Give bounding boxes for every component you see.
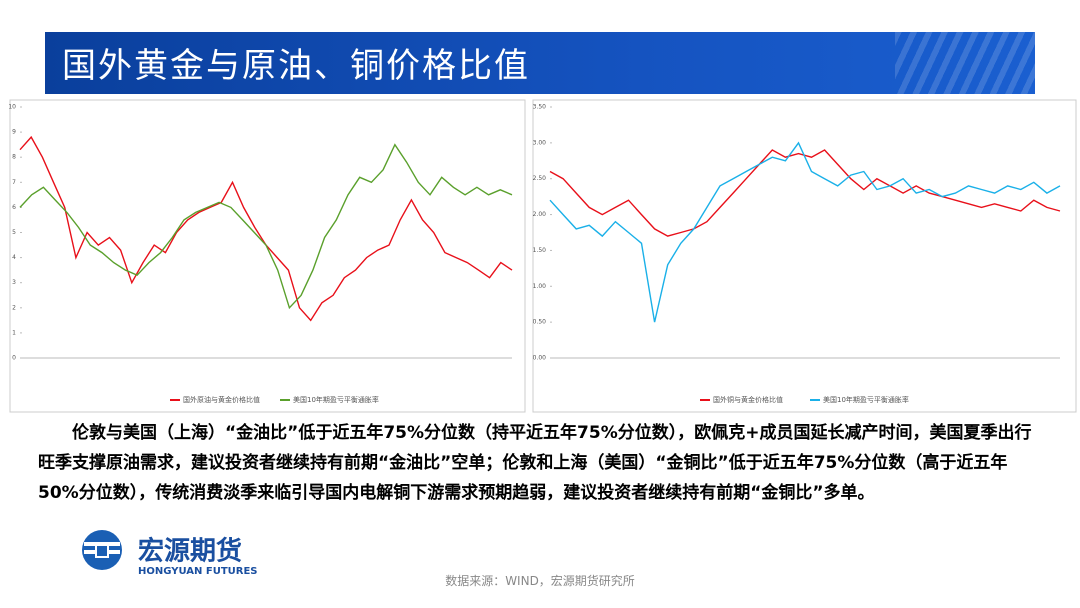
y-tick-label: 7 [12, 179, 16, 186]
y-tick-label: 8 [12, 154, 16, 161]
y-tick-label: 4 [12, 254, 16, 261]
charts: 0 1 2 3 4 5 6 7 8 9 10 国外原油与黄金价格比值 美国10年期盈亏平衡通胀率 0.00… [8, 99, 1077, 413]
logo-name: 宏源期货 [138, 536, 242, 567]
y-tick-label: 10 [8, 104, 16, 111]
y-tick-label: 3 [12, 279, 16, 286]
legend-label: 国外原油与黄金价格比值 [183, 395, 260, 404]
y-tick-label: 1.00 [533, 283, 547, 290]
logo: 宏源期货 HONGYUAN FUTURES [82, 530, 258, 577]
y-tick-label: 3.00 [533, 139, 547, 146]
source: 数据来源：WIND，宏源期货研究所 [445, 574, 635, 588]
y-tick-label: 2.00 [533, 211, 547, 218]
y-tick-label: 5 [12, 229, 16, 236]
slide-title: 国外黄金与原油、铜价格比值 [62, 46, 530, 86]
series-line [549, 141, 1061, 323]
logo-stripe [95, 544, 109, 558]
y-tick-label: 3.50 [533, 104, 547, 111]
legend-label: 美国10年期盈亏平衡通胀率 [823, 395, 909, 404]
y-tick-label: 1.50 [533, 247, 547, 254]
y-tick-label: 1 [12, 329, 16, 336]
series-line [549, 149, 1061, 237]
series-line [19, 135, 513, 322]
series-line [19, 143, 513, 310]
banner [45, 32, 1035, 94]
chart-frame [532, 99, 1077, 413]
body-text: 伦敦与美国（上海）“金油比”低于近五年75%分位数（持平近五年75%分位数），欧… [38, 423, 1032, 503]
legend-label: 国外铜与黄金价格比值 [713, 395, 783, 404]
y-tick-label: 0.00 [533, 355, 547, 362]
y-tick-label: 2.50 [533, 175, 547, 182]
legend-label: 美国10年期盈亏平衡通胀率 [293, 395, 379, 404]
y-tick-label: 2 [12, 304, 16, 311]
chart-frame [9, 99, 526, 413]
y-tick-label: 0 [12, 355, 16, 362]
y-tick-label: 6 [12, 204, 16, 211]
logo-english: HONGYUAN FUTURES [138, 566, 258, 577]
y-tick-label: 9 [12, 129, 16, 136]
y-tick-label: 0.50 [533, 319, 547, 326]
